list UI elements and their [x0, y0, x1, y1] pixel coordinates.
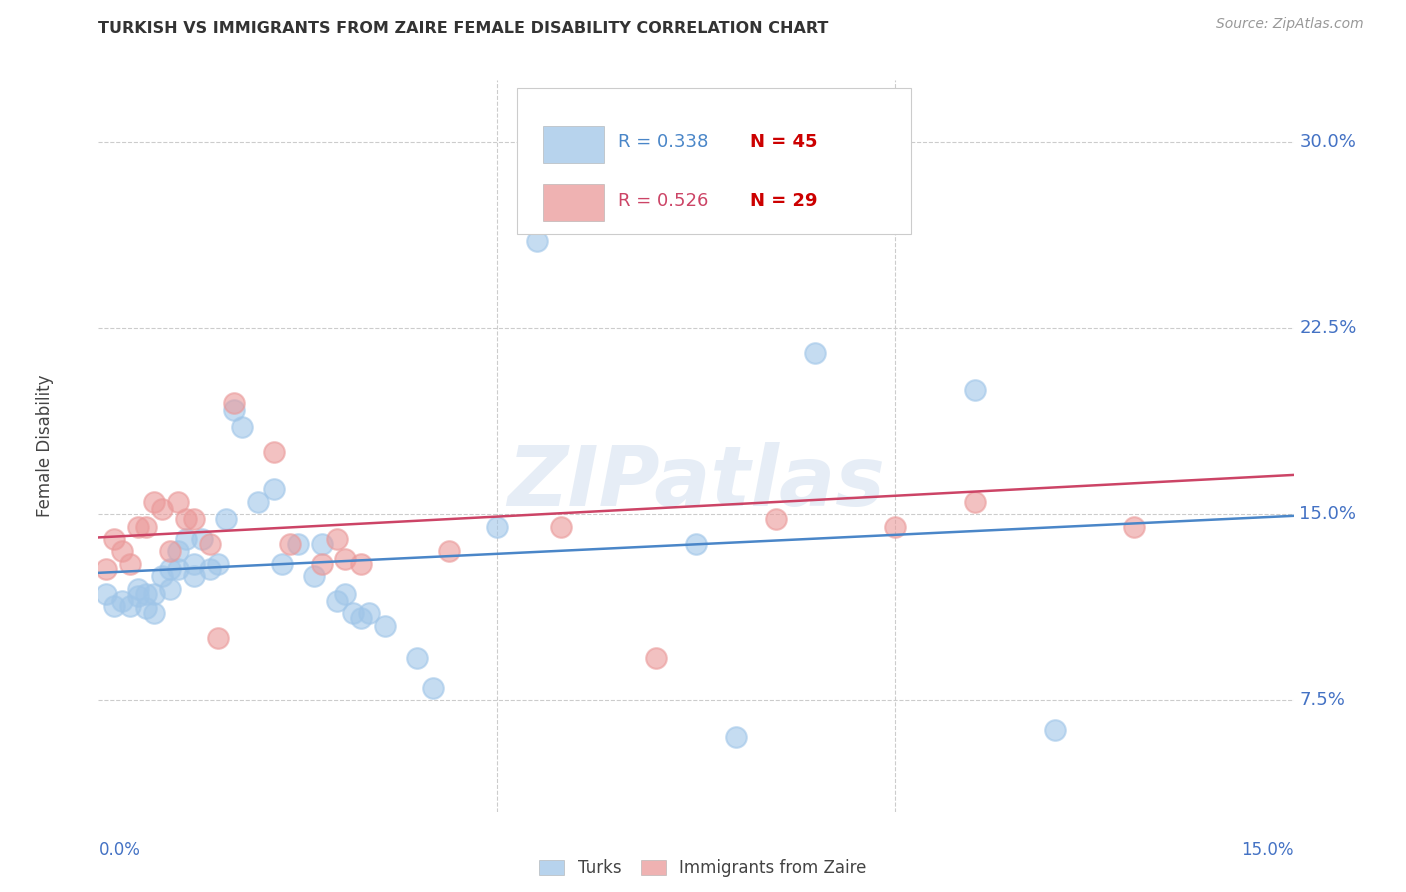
Point [326, 594, 349, 608]
Text: 7.5%: 7.5% [1299, 691, 1346, 709]
Point [335, 551, 357, 566]
Point [335, 586, 357, 600]
Point [342, 607, 364, 621]
Point [127, 582, 149, 596]
Point [103, 532, 125, 546]
Point [485, 519, 508, 533]
Point [191, 532, 214, 546]
Point [174, 532, 197, 546]
Point [550, 519, 572, 533]
Point [150, 502, 173, 516]
Point [135, 601, 157, 615]
Point [278, 537, 301, 551]
Point [167, 495, 190, 509]
Point [311, 537, 333, 551]
Text: 15.0%: 15.0% [1241, 841, 1294, 859]
Point [884, 519, 907, 533]
Point [150, 569, 173, 583]
Text: 22.5%: 22.5% [1299, 319, 1357, 337]
Point [135, 586, 157, 600]
Point [143, 495, 166, 509]
Text: R = 0.526: R = 0.526 [619, 192, 709, 210]
Point [127, 519, 149, 533]
Point [207, 631, 229, 645]
Point [183, 512, 205, 526]
Point [183, 569, 205, 583]
Text: 0.0%: 0.0% [98, 841, 141, 859]
Point [406, 651, 429, 665]
Point [302, 569, 325, 583]
Point [526, 235, 548, 249]
Point [96, 562, 118, 576]
Point [183, 557, 205, 571]
Point [167, 562, 190, 576]
Point [174, 512, 197, 526]
Point [143, 586, 166, 600]
Point [222, 403, 245, 417]
FancyBboxPatch shape [543, 184, 605, 221]
Point [765, 512, 787, 526]
Text: 30.0%: 30.0% [1299, 133, 1357, 152]
Point [246, 495, 269, 509]
FancyBboxPatch shape [543, 126, 605, 163]
Point [963, 383, 986, 397]
Point [198, 537, 221, 551]
Point [111, 594, 134, 608]
Point [359, 607, 381, 621]
Point [159, 582, 181, 596]
Point [222, 395, 245, 409]
Text: ZIPatlas: ZIPatlas [508, 442, 884, 523]
Point [120, 557, 142, 571]
Point [198, 562, 221, 576]
Point [645, 651, 668, 665]
Point [207, 557, 229, 571]
Point [374, 619, 396, 633]
Point [96, 586, 118, 600]
Text: N = 45: N = 45 [749, 134, 817, 152]
Point [127, 589, 149, 603]
Point [263, 483, 285, 497]
Text: Source: ZipAtlas.com: Source: ZipAtlas.com [1216, 17, 1364, 31]
Point [685, 537, 707, 551]
Point [724, 731, 747, 745]
Point [215, 512, 238, 526]
Point [804, 346, 827, 360]
Point [270, 557, 292, 571]
Text: TURKISH VS IMMIGRANTS FROM ZAIRE FEMALE DISABILITY CORRELATION CHART: TURKISH VS IMMIGRANTS FROM ZAIRE FEMALE … [98, 21, 828, 36]
FancyBboxPatch shape [517, 87, 911, 234]
Point [724, 180, 747, 194]
Legend: Turks, Immigrants from Zaire: Turks, Immigrants from Zaire [533, 853, 873, 884]
Point [963, 495, 986, 509]
Point [120, 599, 142, 613]
Point [311, 557, 333, 571]
Point [350, 611, 373, 625]
Point [287, 537, 309, 551]
Point [103, 599, 125, 613]
Point [263, 445, 285, 459]
Point [111, 544, 134, 558]
Point [422, 681, 444, 695]
Point [159, 562, 181, 576]
Point [437, 544, 460, 558]
Text: Female Disability: Female Disability [35, 375, 53, 517]
Point [326, 532, 349, 546]
Text: R = 0.338: R = 0.338 [619, 134, 709, 152]
Point [1043, 723, 1066, 737]
Point [1123, 519, 1146, 533]
Point [350, 557, 373, 571]
Point [135, 519, 157, 533]
Text: 15.0%: 15.0% [1299, 505, 1357, 524]
Point [231, 420, 253, 434]
Point [159, 544, 181, 558]
Text: N = 29: N = 29 [749, 192, 817, 210]
Point [143, 607, 166, 621]
Point [167, 544, 190, 558]
